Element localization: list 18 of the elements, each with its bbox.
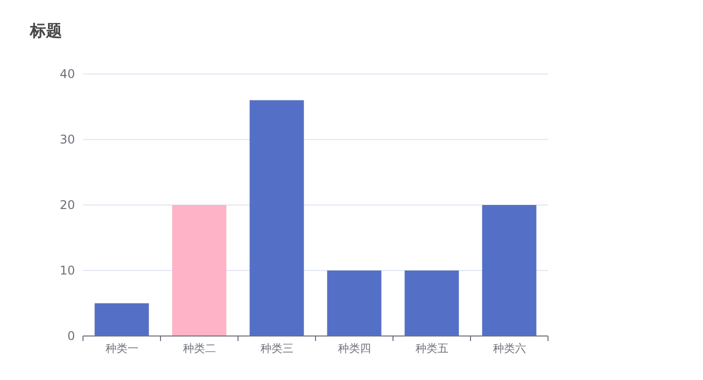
bar <box>172 205 226 336</box>
x-tick-label: 种类二 <box>182 342 216 355</box>
y-tick-label: 40 <box>60 67 75 81</box>
y-tick-label: 0 <box>67 329 75 343</box>
bar <box>250 100 304 336</box>
x-tick-label: 种类五 <box>415 342 448 355</box>
bar <box>482 205 536 336</box>
x-tick-label: 种类三 <box>260 342 294 355</box>
chart-title: 标题 <box>29 21 62 40</box>
bar <box>94 303 149 336</box>
x-tick-label: 种类一 <box>105 342 138 355</box>
bar <box>404 270 459 336</box>
y-tick-label: 10 <box>60 264 75 278</box>
y-tick-label: 30 <box>60 132 75 146</box>
x-tick-label: 种类四 <box>338 342 371 355</box>
bar <box>327 270 382 336</box>
x-tick-label: 种类六 <box>492 342 526 355</box>
y-tick-label: 20 <box>60 198 75 212</box>
